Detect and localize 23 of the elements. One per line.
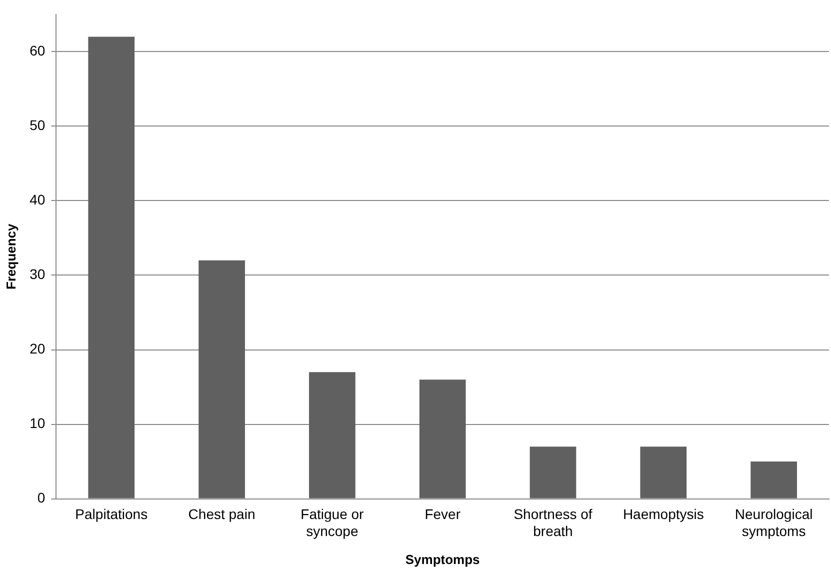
x-tick-label: Shortness of breath [514,506,592,539]
x-tick-label: Haemoptysis [622,506,704,522]
x-axis-title: Symptomps [405,552,480,567]
y-tick-label: 20 [30,340,46,357]
y-tick-label: 40 [30,192,46,208]
y-tick-label: 30 [30,266,46,282]
y-tick-label: 60 [30,42,46,59]
y-axis-title: Frequency [3,222,18,290]
x-tick-label: Fever [424,506,461,522]
x-tick-label: Chest pain [188,506,256,522]
bar [750,462,797,498]
y-tick-label: 50 [30,117,46,134]
bar [640,446,687,498]
bar [198,260,245,498]
bar [530,446,576,498]
x-tick-label: Fatigue or syncope [300,506,364,539]
bar [419,380,466,498]
x-tick-label: Neurological symptoms [734,506,813,539]
bar [309,372,356,498]
bar [88,36,135,498]
y-tick-label: 0 [37,490,46,506]
y-tick-label: 10 [30,415,46,432]
x-tick-label: Palpitations [75,506,148,522]
